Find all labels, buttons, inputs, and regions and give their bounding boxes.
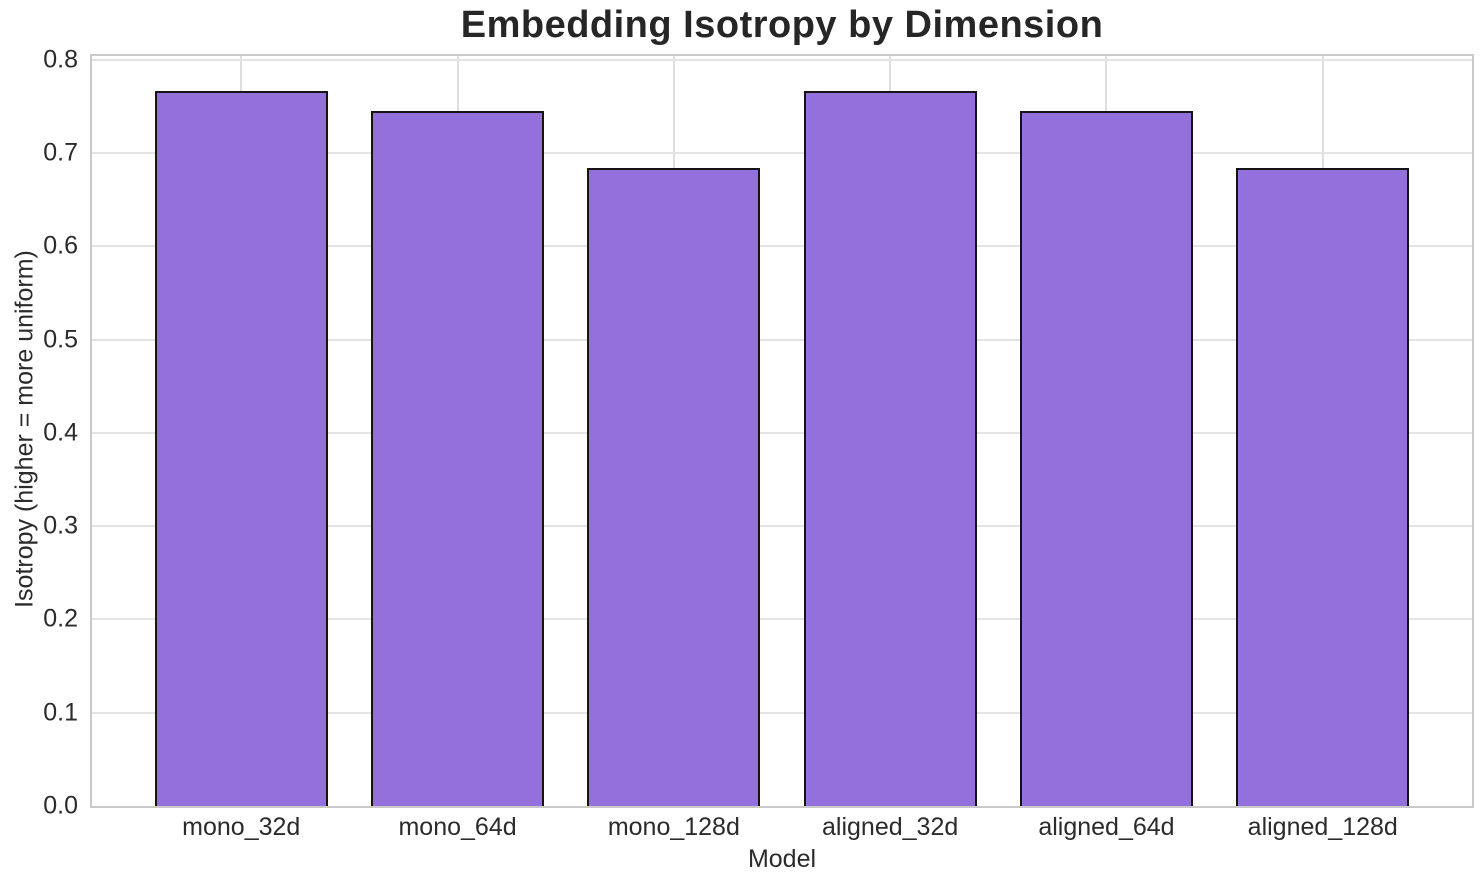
gridline-y-0.6 [92, 245, 1472, 248]
plot-area [90, 54, 1474, 808]
y-tick-label-0.5: 0.5 [43, 325, 78, 354]
bar-aligned_32d [803, 91, 977, 806]
y-tick-label-0.0: 0.0 [43, 791, 78, 820]
x-tick-label-mono_64d: mono_64d [398, 813, 517, 841]
gridline-y-0.8 [92, 58, 1472, 61]
bar-mono_64d [371, 111, 545, 806]
y-tick-label-0.7: 0.7 [43, 138, 78, 167]
bar-mono_32d [154, 91, 328, 806]
gridline-y-0.2 [92, 618, 1472, 621]
bar-aligned_128d [1236, 167, 1410, 806]
gridline-y-0.7 [92, 152, 1472, 154]
y-tick-label-0.8: 0.8 [43, 45, 78, 74]
y-tick-label-0.2: 0.2 [43, 604, 78, 633]
x-axis-label: Model [747, 845, 817, 873]
x-tick-label-mono_128d: mono_128d [607, 813, 740, 841]
x-tick-label-aligned_128d: aligned_128d [1247, 813, 1398, 841]
x-tick-label-mono_32d: mono_32d [182, 813, 301, 841]
gridline-y-0.3 [92, 525, 1472, 528]
gridline-y-0.1 [92, 711, 1472, 714]
y-tick-label-0.3: 0.3 [43, 511, 78, 540]
gridline-y-0.4 [92, 431, 1472, 434]
x-tick-label-aligned_64d: aligned_64d [1038, 813, 1175, 841]
chart-title: Embedding Isotropy by Dimension [460, 4, 1104, 46]
bar-mono_128d [587, 167, 761, 806]
y-tick-label-0.1: 0.1 [43, 698, 78, 727]
y-tick-label-0.6: 0.6 [43, 231, 78, 260]
x-tick-label-aligned_32d: aligned_32d [822, 813, 959, 841]
y-tick-label-0.4: 0.4 [43, 418, 78, 447]
bar-aligned_64d [1019, 111, 1193, 806]
gridline-y-0.5 [92, 338, 1472, 341]
